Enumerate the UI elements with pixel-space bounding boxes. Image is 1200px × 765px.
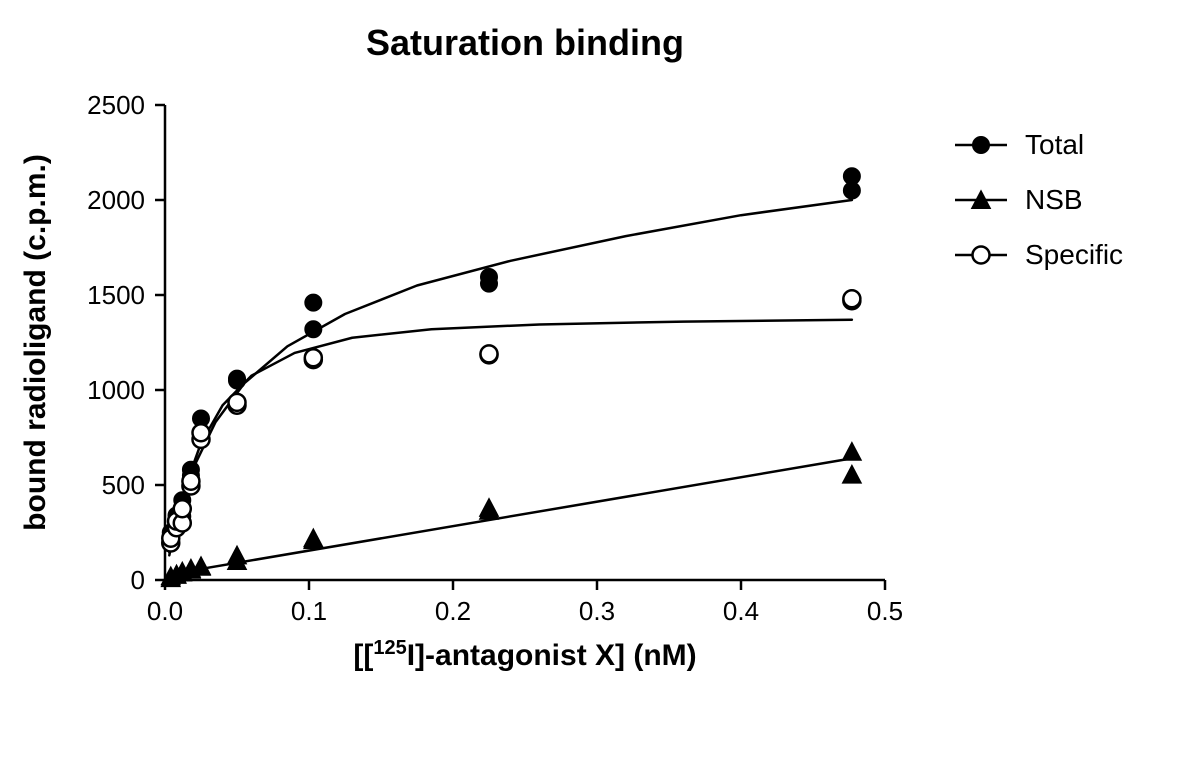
marker-specific — [843, 290, 860, 307]
x-tick-label: 0.2 — [435, 596, 471, 626]
marker-total — [973, 137, 990, 154]
legend-label-nsb: NSB — [1025, 184, 1083, 215]
marker-total — [229, 370, 246, 387]
chart-svg: Saturation binding 0.0 0.1 0.2 0.3 0.4 0.5 0 500… — [0, 0, 1200, 765]
marker-total — [481, 268, 498, 285]
y-tick-label: 1000 — [87, 375, 145, 405]
x-tick-label: 0.1 — [291, 596, 327, 626]
series-curve-specific — [169, 320, 852, 556]
marker-nsb — [842, 442, 861, 460]
marker-nsb — [480, 498, 499, 516]
marker-total — [843, 168, 860, 185]
marker-nsb — [842, 465, 861, 483]
series-curve-nsb — [169, 458, 852, 574]
marker-nsb — [304, 529, 323, 547]
x-tick-label: 0.5 — [867, 596, 903, 626]
y-tick-label: 2500 — [87, 90, 145, 120]
y-tick-label: 1500 — [87, 280, 145, 310]
marker-total — [305, 294, 322, 311]
x-axis-label: [[125I]-antagonist X] (nM) — [353, 637, 696, 672]
marker-specific — [182, 473, 199, 490]
marker-specific — [481, 345, 498, 362]
marker-specific — [305, 349, 322, 366]
y-tick-label: 0 — [131, 565, 145, 595]
y-axis-label: bound radioligand (c.p.m.) — [19, 154, 52, 531]
series-curve-total — [169, 200, 852, 552]
x-tick-label: 0.4 — [723, 596, 759, 626]
x-tick-label: 0.0 — [147, 596, 183, 626]
marker-total — [305, 321, 322, 338]
x-tick-label: 0.3 — [579, 596, 615, 626]
chart-title: Saturation binding — [366, 22, 684, 63]
legend-label-specific: Specific — [1025, 239, 1123, 270]
marker-specific — [229, 394, 246, 411]
saturation-binding-chart: Saturation binding 0.0 0.1 0.2 0.3 0.4 0.5 0 500… — [0, 0, 1200, 765]
marker-specific — [174, 500, 191, 517]
y-tick-label: 2000 — [87, 185, 145, 215]
legend-label-total: Total — [1025, 129, 1084, 160]
marker-specific — [193, 424, 210, 441]
marker-specific — [973, 247, 990, 264]
marker-nsb — [228, 546, 247, 564]
y-tick-label: 500 — [102, 470, 145, 500]
